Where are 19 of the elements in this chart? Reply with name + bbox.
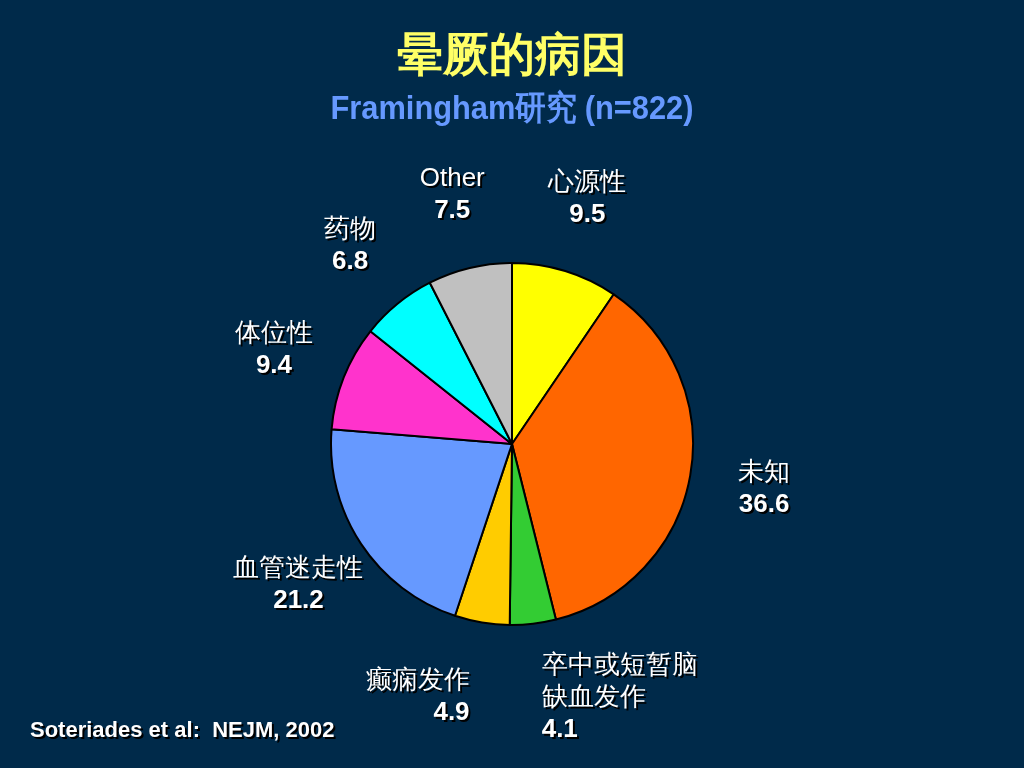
data-label: 6.8 — [331, 244, 369, 275]
slice-label: 血管迷走性 — [233, 552, 364, 583]
slice-label: 卒中或短暂脑缺血发作 — [541, 649, 698, 714]
chart-title: 晕厥的病因 — [397, 28, 627, 81]
slice-label: 体位性 — [234, 316, 313, 347]
slice-label: 癫痫发作 — [365, 663, 470, 694]
data-label: 21.2 — [275, 586, 326, 617]
data-label: 4.9 — [435, 697, 472, 728]
data-label: 36.6 — [740, 489, 792, 520]
slice-label: 心源性 — [547, 166, 627, 197]
data-label: 9.5 — [571, 200, 608, 231]
data-label: 4.1 — [541, 713, 578, 744]
chart-subtitle: Framingham研究 (n=822) — [330, 88, 694, 127]
slice-label: Other — [419, 162, 486, 193]
data-label: 9.4 — [257, 350, 295, 381]
text: Soteriades et al: NEJM, 2002 — [30, 717, 335, 743]
slice-label: 药物 — [324, 212, 377, 243]
slice-label: 未知 — [738, 455, 791, 486]
data-label: 7.5 — [434, 194, 471, 225]
